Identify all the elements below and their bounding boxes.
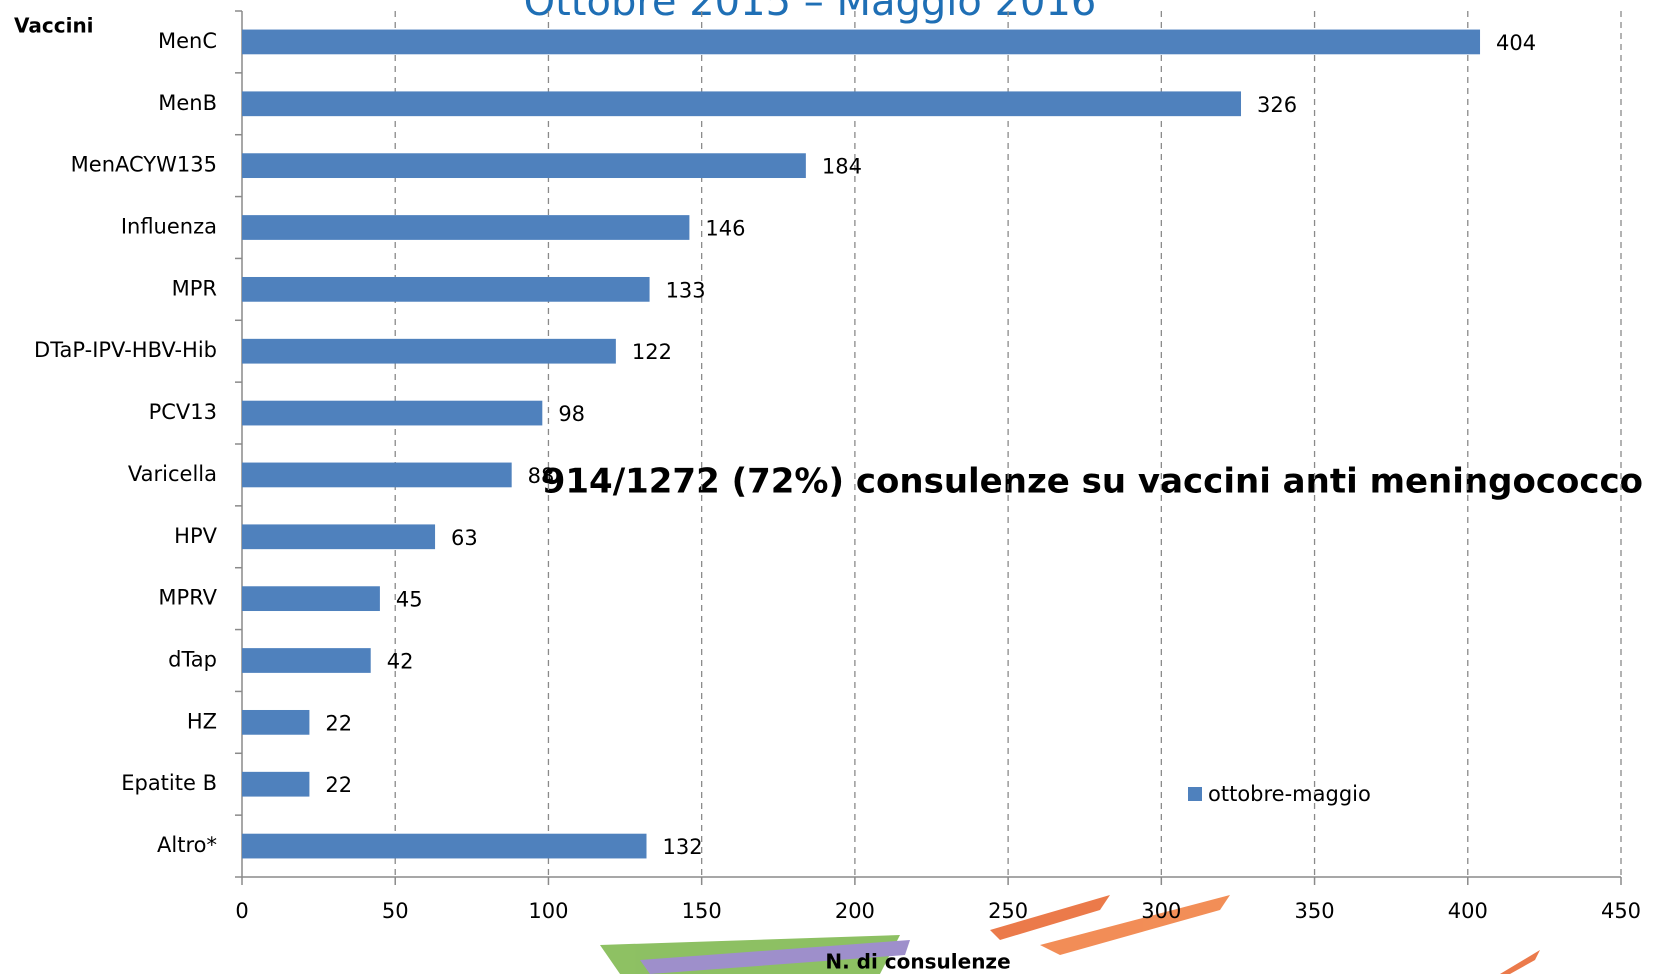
y-tick-label: MenB	[158, 91, 217, 115]
bar	[242, 339, 616, 364]
y-tick-label: Varicella	[128, 462, 217, 486]
x-axis-label: N. di consulenze	[825, 950, 1010, 974]
data-label: 146	[705, 217, 745, 241]
x-tick-label: 250	[988, 899, 1028, 923]
y-tick-label: Altro*	[157, 833, 217, 857]
x-tick-label: 400	[1448, 899, 1488, 923]
bar	[242, 648, 371, 673]
bar	[242, 834, 647, 859]
legend-label: ottobre-maggio	[1208, 782, 1371, 806]
bar	[242, 401, 542, 426]
data-label: 184	[822, 155, 862, 179]
y-tick-label: HZ	[187, 709, 217, 733]
chart: Ottobre 2015 – Maggio 2016 Vaccini N. di…	[0, 0, 1655, 974]
x-tick-label: 450	[1601, 899, 1641, 923]
bar	[242, 215, 689, 240]
data-label: 98	[558, 402, 585, 426]
y-tick-label: MPRV	[158, 586, 217, 610]
x-tick-label: 0	[235, 899, 248, 923]
data-label: 42	[387, 650, 414, 674]
x-tick-label: 50	[382, 899, 409, 923]
annotation: 914/1272 (72%) consulenze su vaccini ant…	[542, 462, 1643, 502]
bar	[242, 772, 309, 797]
bar	[242, 91, 1241, 116]
x-tick-label: 200	[835, 899, 875, 923]
y-tick-label: MPR	[172, 276, 217, 300]
bar	[242, 710, 309, 735]
legend-swatch	[1188, 787, 1202, 801]
bar	[242, 463, 512, 488]
bar	[242, 153, 806, 178]
y-tick-label: PCV13	[149, 400, 217, 424]
data-label: 22	[325, 773, 352, 797]
data-label: 63	[451, 526, 478, 550]
data-label: 326	[1257, 93, 1297, 117]
bar	[242, 277, 650, 302]
x-tick-label: 150	[682, 899, 722, 923]
x-tick-label: 100	[528, 899, 568, 923]
x-tick-label: 300	[1141, 899, 1181, 923]
y-axis-label: Vaccini	[14, 14, 94, 38]
bar	[242, 524, 435, 549]
x-tick-label: 350	[1295, 899, 1335, 923]
data-label: 122	[632, 340, 672, 364]
y-tick-label: Influenza	[121, 215, 217, 239]
y-tick-label: dTap	[168, 648, 217, 672]
y-tick-label: DTaP-IPV-HBV-Hib	[34, 338, 217, 362]
data-label: 22	[325, 711, 352, 735]
bar	[242, 30, 1480, 55]
y-tick-label: HPV	[174, 524, 217, 548]
data-label: 88	[528, 464, 555, 488]
chart-title: Ottobre 2015 – Maggio 2016	[524, 0, 1097, 25]
logo-decoration	[600, 895, 1540, 974]
y-tick-label: MenC	[158, 29, 217, 53]
page: {"chart_data": {"type": "bar", "orientat…	[0, 0, 1655, 974]
data-label: 132	[663, 835, 703, 859]
data-label: 404	[1496, 31, 1536, 55]
bar	[242, 586, 380, 611]
y-tick-label: MenACYW135	[71, 153, 217, 177]
data-label: 45	[396, 588, 423, 612]
y-tick-label: Epatite B	[121, 771, 217, 795]
data-label: 133	[666, 278, 706, 302]
